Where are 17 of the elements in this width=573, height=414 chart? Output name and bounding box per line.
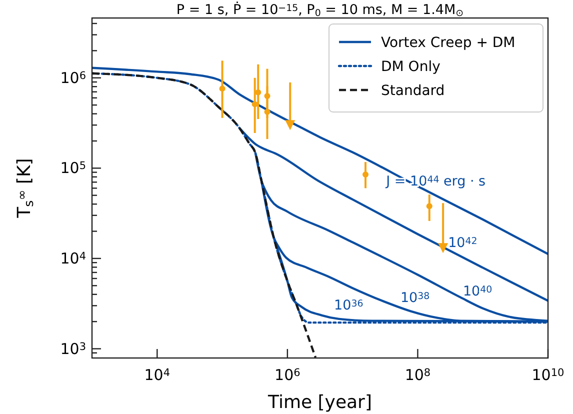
- legend-label: Vortex Creep + DM: [381, 35, 516, 51]
- annotation: 10$^{42}$: [448, 234, 478, 251]
- x-tick-label: 10$^{6}$: [274, 366, 301, 384]
- chart-title: P = 1 s, Ṗ = 10$^{−15}$, P$_{0}$ = 10 ms, M = 1.4M$_{⊙}$: [176, 1, 464, 19]
- x-tick-label: 10$^{8}$: [404, 366, 431, 384]
- annotation: 10$^{38}$: [400, 290, 430, 306]
- annotation: 10$^{40}$: [462, 284, 492, 300]
- y-tick-label: 10$^{3}$: [60, 340, 86, 358]
- legend-label: DM Only: [381, 59, 440, 75]
- x-axis-title: Time [year]: [267, 392, 372, 413]
- y-tick-label: 10$^{4}$: [60, 249, 86, 268]
- annotation: 10$^{36}$: [334, 297, 364, 314]
- y-tick-label: 10$^{5}$: [60, 159, 86, 178]
- y-tick-label: 10$^{6}$: [60, 68, 86, 87]
- x-tick-label: 10$^{10}$: [532, 366, 564, 384]
- legend-label: Standard: [381, 83, 445, 99]
- x-tick-label: 10$^{4}$: [144, 366, 170, 384]
